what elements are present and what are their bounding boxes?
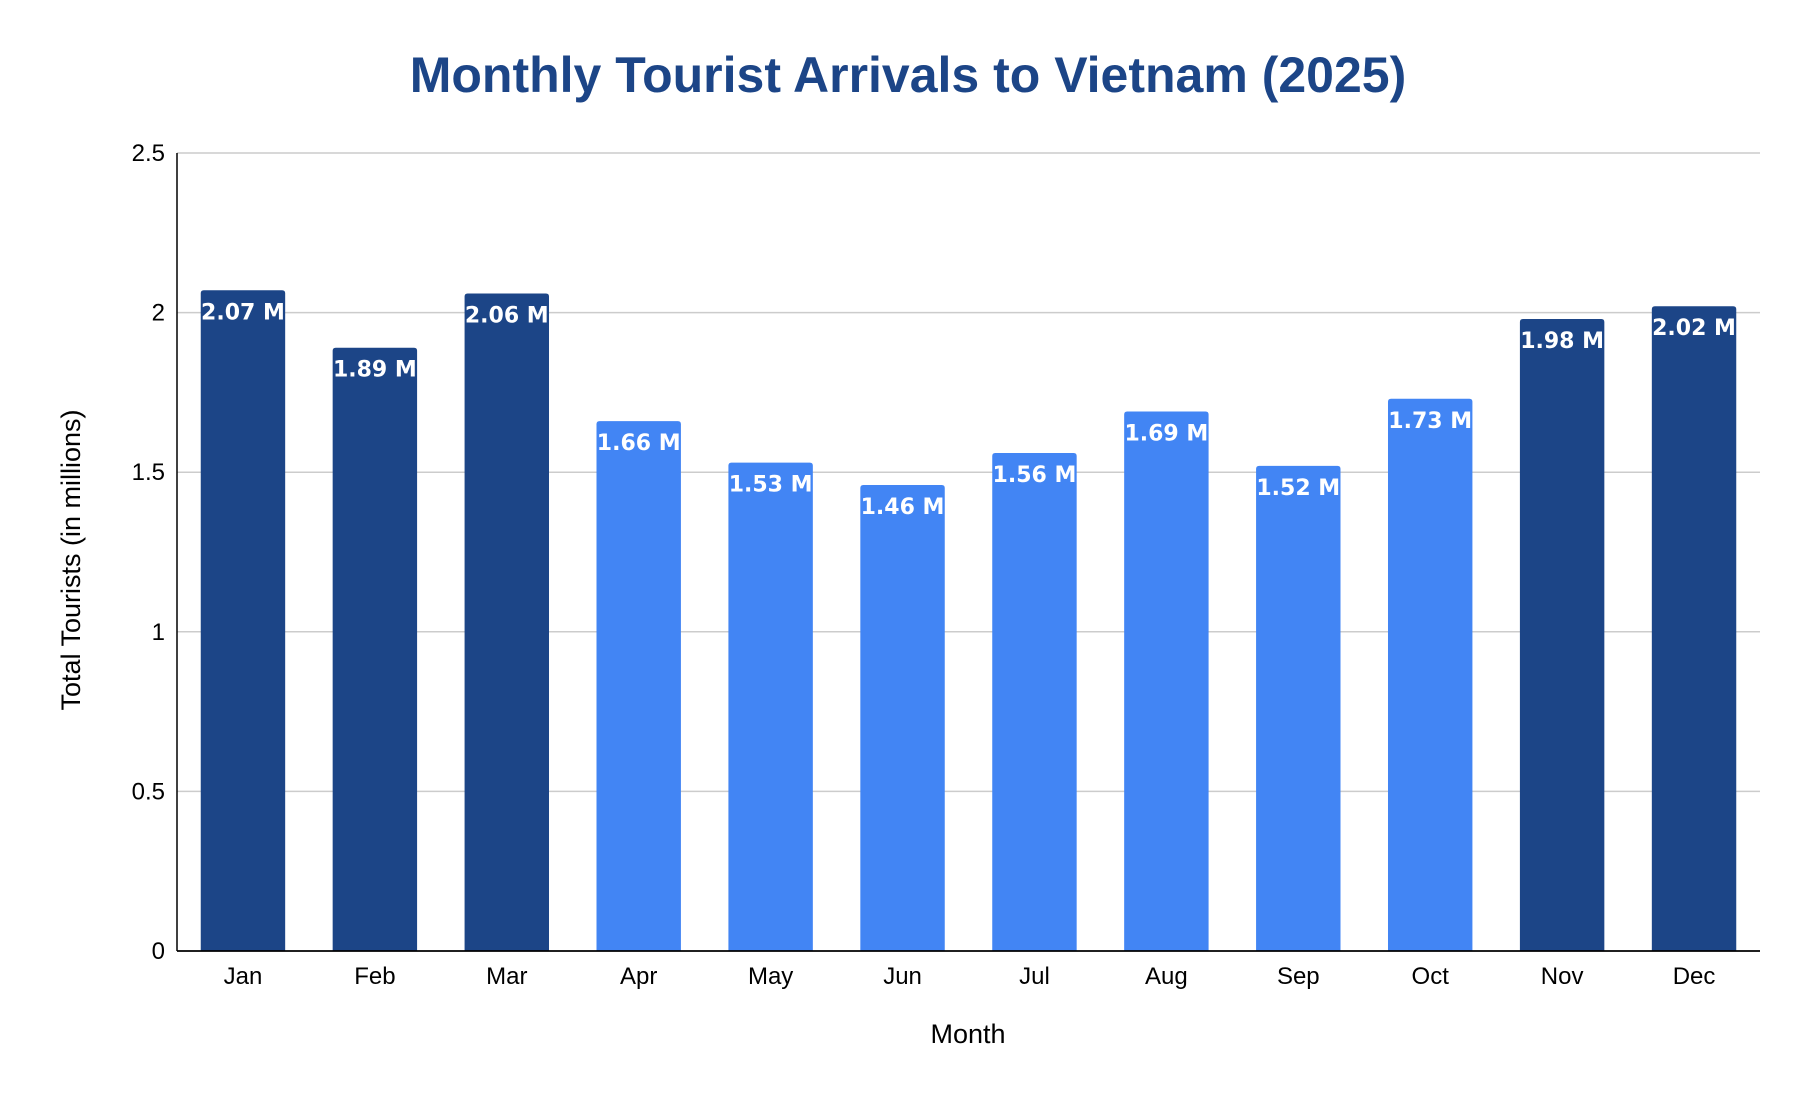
y-tick-label: 1.5	[132, 459, 165, 486]
y-tick-label: 1	[152, 619, 165, 646]
x-tick-label: Oct	[1412, 963, 1450, 990]
data-label-apr: 1.66 M	[597, 431, 681, 456]
bar-may	[728, 462, 813, 951]
gridlines	[177, 152, 1760, 793]
x-tick-label: Jun	[883, 963, 922, 990]
axes	[176, 153, 1760, 952]
y-axis-ticks: 0 0.5 1 1.5 2 2.5	[132, 140, 165, 965]
bar-dec	[1651, 306, 1737, 951]
data-label-nov: 1.98 M	[1520, 329, 1604, 354]
x-tick-label: Mar	[486, 963, 527, 990]
bar-jun	[860, 484, 945, 951]
x-axis-ticks: Jan Feb Mar Apr May Jun Jul Aug Sep Oct Nov Dec	[224, 963, 1716, 990]
x-tick-label: Jul	[1019, 963, 1050, 990]
data-label-sep: 1.52 M	[1256, 476, 1340, 501]
data-label-aug: 1.69 M	[1124, 422, 1208, 447]
data-label-jan: 2.07 M	[201, 300, 285, 325]
x-axis-title: Month	[930, 1019, 1005, 1049]
x-tick-label: Jan	[224, 963, 263, 990]
x-tick-label: May	[748, 963, 793, 990]
data-label-may: 1.53 M	[729, 473, 813, 498]
data-label-mar: 2.06 M	[465, 303, 549, 328]
x-tick-label: Dec	[1673, 963, 1716, 990]
bar-jan	[200, 290, 286, 952]
data-label-dec: 2.02 M	[1652, 316, 1736, 341]
y-tick-label: 0.5	[132, 778, 165, 805]
data-label-jun: 1.46 M	[861, 495, 945, 520]
data-label-oct: 1.73 M	[1388, 409, 1472, 434]
bar-oct	[1387, 398, 1473, 951]
x-tick-label: Nov	[1541, 963, 1584, 990]
x-tick-label: Feb	[354, 963, 395, 990]
bar-nov	[1519, 318, 1605, 951]
bar-feb	[332, 347, 418, 951]
data-label-feb: 1.89 M	[333, 358, 417, 383]
data-label-jul: 1.56 M	[993, 463, 1077, 488]
bar-jul	[992, 453, 1077, 951]
chart-title: Monthly Tourist Arrivals to Vietnam (202…	[410, 47, 1407, 103]
x-tick-label: Apr	[620, 963, 657, 990]
bar-mar	[464, 293, 550, 951]
bar-apr	[596, 421, 681, 951]
y-tick-label: 2.5	[132, 140, 165, 167]
y-tick-label: 0	[152, 938, 165, 965]
bar-sep	[1256, 465, 1341, 951]
y-tick-label: 2	[152, 300, 165, 327]
data-labels: 2.07 M 1.89 M 2.06 M 1.66 M 1.53 M 1.46 M 1.56…	[201, 300, 1736, 520]
bars	[200, 290, 1737, 952]
x-tick-label: Aug	[1145, 963, 1188, 990]
y-axis-title: Total Tourists (in millions)	[56, 409, 86, 710]
x-tick-label: Sep	[1277, 963, 1320, 990]
bar-aug	[1124, 411, 1209, 951]
